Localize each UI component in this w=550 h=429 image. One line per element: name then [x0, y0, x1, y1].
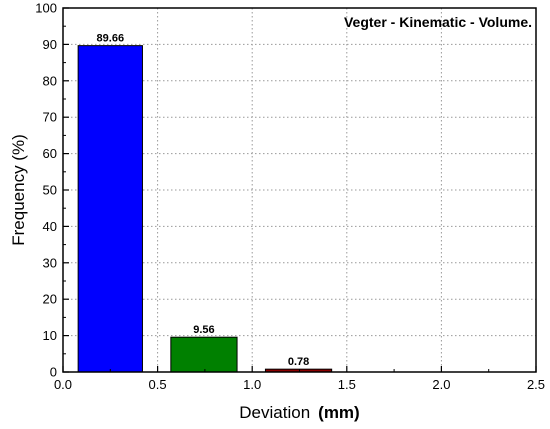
y-tick-label: 70	[43, 110, 57, 125]
x-tick-label: 1.0	[243, 377, 261, 392]
y-tick-label: 100	[35, 1, 57, 16]
bars-group	[77, 45, 333, 373]
bar	[77, 45, 143, 373]
y-axis-title: Frequency (%)	[9, 134, 28, 245]
data-labels: 89.66 9.56 0.78	[97, 33, 310, 369]
bar	[170, 336, 238, 373]
y-tick-label: 60	[43, 146, 57, 161]
axis-ticks	[62, 7, 537, 373]
x-tick-label: 1.5	[338, 377, 356, 392]
y-tick-label: 40	[43, 219, 57, 234]
y-tick-label: 90	[43, 37, 57, 52]
bar-value-label: 0.78	[288, 356, 309, 368]
tick-labels: 0 10 20 30 40 50 60 70 80 90 100 0.0 0.5 1.0 1.5 2.0 2.5	[35, 1, 545, 393]
bar-value-label: 9.56	[193, 324, 214, 336]
x-axis-unit: (mm)	[318, 403, 360, 422]
x-tick-label: 0.0	[54, 377, 72, 392]
y-tick-label: 80	[43, 73, 57, 88]
x-tick-label: 2.0	[432, 377, 450, 392]
chart-title: Vegter - Kinematic - Volume.	[344, 14, 532, 30]
y-tick-label: 50	[43, 183, 57, 198]
grid-lines	[63, 8, 536, 372]
y-tick-label: 10	[43, 328, 57, 343]
y-tick-label: 30	[43, 255, 57, 270]
x-tick-label: 0.5	[149, 377, 167, 392]
x-axis-title: Deviation (mm)	[239, 403, 359, 422]
y-tick-label: 20	[43, 292, 57, 307]
x-tick-label: 2.5	[527, 377, 545, 392]
bar-value-label: 89.66	[97, 33, 125, 45]
x-axis-label: Deviation	[239, 403, 310, 422]
y-tick-label: 0	[50, 365, 57, 380]
